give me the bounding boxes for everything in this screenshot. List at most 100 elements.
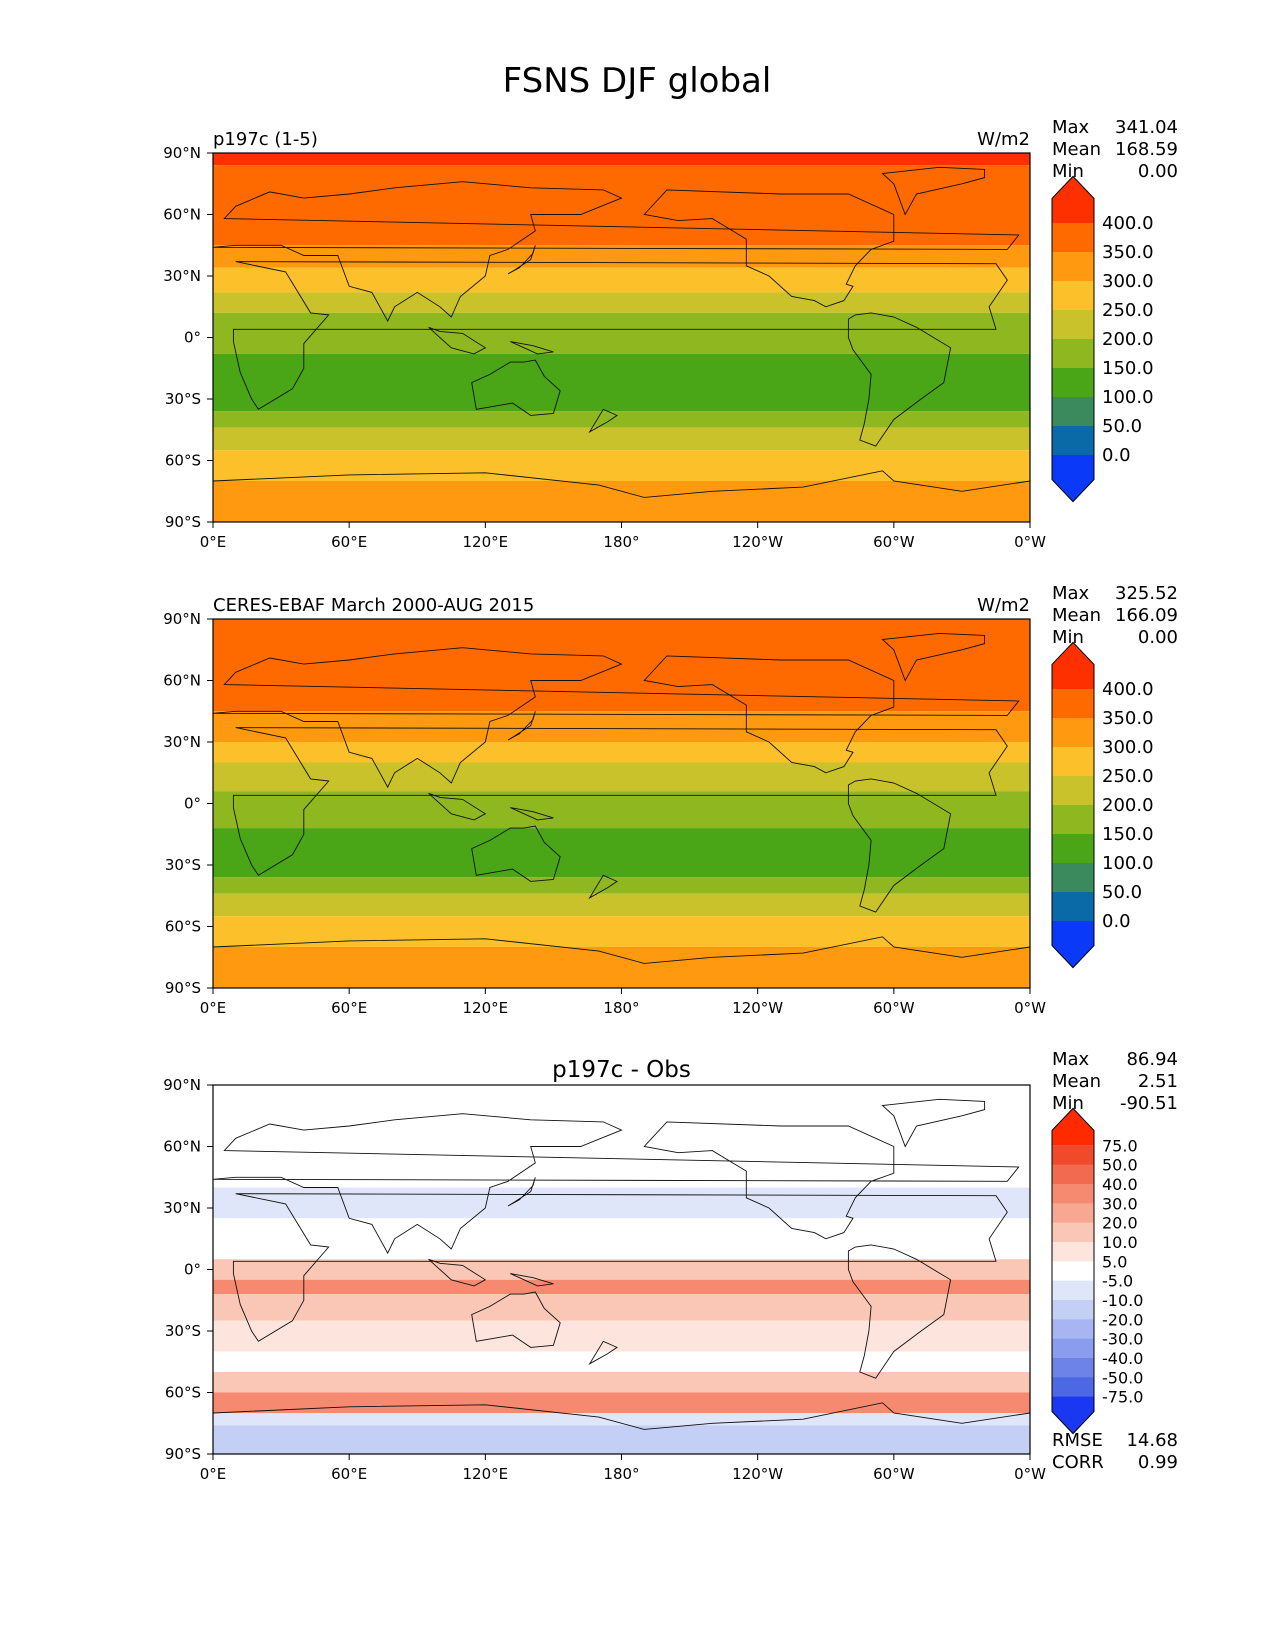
- colorbar: 75.050.040.030.020.010.05.0-5.0-10.0-20.…: [1051, 1107, 1143, 1435]
- x-tick-label: 120°E: [463, 1465, 509, 1483]
- y-tick-label: 30°S: [165, 856, 201, 874]
- coastline: [588, 874, 618, 900]
- colorbar-segment: [1052, 834, 1094, 864]
- colorbar-segment: [1052, 1108, 1094, 1146]
- field-band: [213, 1279, 1030, 1295]
- units-label: W/m2: [977, 595, 1030, 616]
- field-band: [213, 1320, 1030, 1352]
- field-band: [213, 353, 1030, 412]
- field-band: [213, 1372, 1030, 1393]
- coastline: [510, 807, 554, 821]
- x-tick-label: 120°E: [463, 533, 509, 551]
- colorbar-outline: [1051, 1107, 1095, 1435]
- field-band: [213, 481, 1030, 522]
- field-band: [213, 267, 1030, 293]
- field-band: [213, 292, 1030, 313]
- x-tick-label: 0°W: [1014, 1465, 1046, 1483]
- coastline: [643, 1121, 895, 1240]
- x-tick-label: 120°W: [732, 1465, 783, 1483]
- colorbar-segment: [1052, 1184, 1094, 1204]
- x-tick-label: 60°E: [331, 999, 367, 1017]
- colorbar-segment: [1052, 1358, 1094, 1378]
- colorbar-label: 30.0: [1102, 1194, 1138, 1213]
- colorbar-label: 50.0: [1102, 416, 1142, 437]
- coastline: [847, 778, 952, 913]
- stat-label: Max: [1052, 117, 1090, 138]
- coastline: [213, 936, 1030, 988]
- panel-title: p197c (1-5): [213, 129, 318, 150]
- y-tick-label: 60°N: [163, 206, 201, 224]
- map-field: [213, 619, 1030, 988]
- field-band: [213, 828, 1030, 878]
- colorbar-label: -30.0: [1102, 1330, 1143, 1349]
- colorbar-label: 75.0: [1102, 1136, 1138, 1155]
- stat-label: Min: [1052, 1093, 1084, 1114]
- colorbar-label: 200.0: [1102, 329, 1154, 350]
- colorbar-label: 40.0: [1102, 1175, 1138, 1194]
- field-band: [213, 742, 1030, 763]
- colorbar-segment: [1052, 397, 1094, 427]
- coastline: [428, 326, 487, 355]
- stat-label: Mean: [1052, 1071, 1101, 1092]
- coastline: [507, 245, 536, 275]
- field-band: [213, 165, 1030, 246]
- field-band: [213, 1425, 1030, 1454]
- colorbar-label: -20.0: [1102, 1310, 1143, 1329]
- field-band: [213, 1218, 1030, 1260]
- field-band: [213, 711, 1030, 742]
- colorbar-label: -10.0: [1102, 1291, 1143, 1310]
- coastline: [507, 711, 536, 741]
- extra-stat-value: 0.99: [1138, 1452, 1178, 1473]
- colorbar-label: 400.0: [1102, 679, 1154, 700]
- y-tick-label: 60°N: [163, 1138, 201, 1156]
- x-tick-label: 0°W: [1014, 533, 1046, 551]
- y-tick-label: 60°S: [165, 452, 201, 470]
- y-tick-label: 90°N: [163, 610, 201, 628]
- colorbar-label: 0.0: [1102, 445, 1131, 466]
- field-band: [213, 427, 1030, 451]
- y-tick-label: 0°: [184, 795, 201, 813]
- field-band: [213, 762, 1030, 792]
- colorbar-segment: [1052, 1261, 1094, 1282]
- colorbar-label: 350.0: [1102, 242, 1154, 263]
- stat-label: Max: [1052, 1049, 1090, 1070]
- colorbar-segment: [1052, 368, 1094, 398]
- figure-title: FSNS DJF global: [503, 61, 772, 101]
- coastline: [510, 341, 554, 355]
- coastline: [232, 261, 1008, 410]
- colorbar-segment: [1052, 1319, 1094, 1340]
- y-tick-label: 30°N: [163, 267, 201, 285]
- coastline: [847, 1244, 952, 1379]
- coastline: [213, 647, 1020, 789]
- field-band: [213, 947, 1030, 988]
- coastline: [507, 1177, 536, 1207]
- colorbar-segment: [1052, 310, 1094, 340]
- coastline: [510, 1273, 554, 1287]
- stat-value: 0.00: [1138, 627, 1178, 648]
- map-panel-difference: 0°E 60°E 120°E 180° 120°W 60°W 0°W 90°N 60°N 30°N…: [163, 1049, 1178, 1483]
- field-band: [213, 1187, 1030, 1219]
- y-tick-label: 90°N: [163, 1076, 201, 1094]
- field-band: [213, 877, 1030, 894]
- colorbar-segment: [1052, 455, 1094, 502]
- x-tick-label: 0°E: [200, 999, 227, 1017]
- stat-value: 341.04: [1115, 117, 1178, 138]
- colorbar-segment: [1052, 223, 1094, 253]
- stat-label: Max: [1052, 583, 1090, 604]
- colorbar-segment: [1052, 747, 1094, 777]
- colorbar: 400.0 350.0 300.0 250.0 200.0 150.0 100.0 50.0 0…: [1051, 641, 1154, 969]
- extra-stat-label: RMSE: [1052, 1430, 1103, 1451]
- coastline: [471, 825, 561, 882]
- colorbar-label: 200.0: [1102, 795, 1154, 816]
- coastline: [428, 1258, 487, 1287]
- coastline: [213, 1402, 1030, 1454]
- extra-stat-label: CORR: [1052, 1452, 1104, 1473]
- stat-label: Mean: [1052, 139, 1101, 160]
- colorbar-label: 150.0: [1102, 358, 1154, 379]
- colorbar-segment: [1052, 805, 1094, 835]
- colorbar-label: 5.0: [1102, 1252, 1127, 1271]
- colorbar-label: 100.0: [1102, 387, 1154, 408]
- colorbar-label: 50.0: [1102, 882, 1142, 903]
- map-panel-reference: 0°E 60°E 120°E 180° 120°W 60°W 0°W 90°N 60°N 30°N…: [163, 583, 1178, 1017]
- colorbar-label: 150.0: [1102, 824, 1154, 845]
